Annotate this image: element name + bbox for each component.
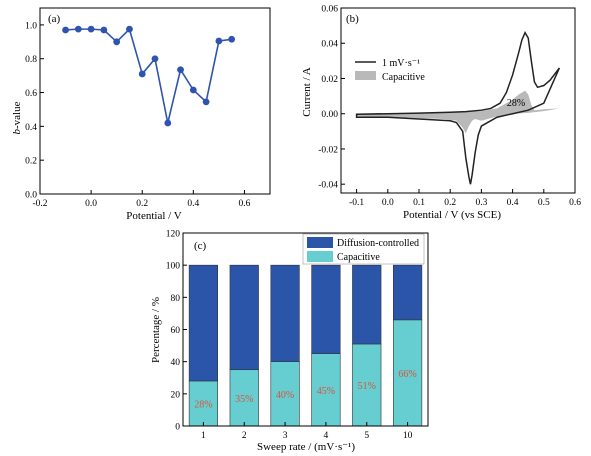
- panel-a: (a) b-value Potential / V -0.2 0.0 0.2 0.4 0…: [11, 7, 271, 222]
- legend-capacitive-swatch-c: [307, 251, 333, 262]
- panel-a-ylabel-italic: b: [11, 128, 23, 134]
- panel-a-xtick-label: 0.2: [136, 199, 148, 209]
- panel-c-xtick-label: 5: [364, 431, 369, 441]
- panel-a-xtick-label: -0.2: [32, 199, 47, 209]
- panel-b-xtick-label: 0.1: [413, 198, 425, 208]
- bar-capacitive: [311, 353, 341, 427]
- bar-capacitive: [270, 361, 300, 427]
- legend-diffusion-label: Diffusion-controlled: [337, 238, 419, 249]
- panel-c-ytick-label: 80: [171, 294, 181, 304]
- panel-a-ytick-label: 0.2: [25, 157, 37, 167]
- panel-a-data-point: [74, 25, 82, 33]
- legend-capacitive-label: Capacitive: [382, 72, 425, 83]
- panel-c-xtick-label: 4: [324, 431, 329, 441]
- panel-a-data-point: [228, 35, 236, 43]
- panel-a-xlabel: Potential / V: [126, 210, 181, 222]
- panel-b-xtick-label: 0.3: [475, 198, 487, 208]
- panel-b-xtick-label: 0.6: [569, 198, 581, 208]
- panel-a-data-point: [126, 25, 133, 33]
- panel-c-xtick-label: 2: [242, 431, 247, 441]
- bar-diffusion: [311, 264, 341, 354]
- bar-capacitive: [392, 319, 423, 427]
- bar-diffusion: [270, 264, 300, 362]
- panel-c-ytick-label: 0: [175, 423, 180, 433]
- bar-data-label: 28%: [194, 399, 212, 410]
- panel-a-data-point: [164, 119, 172, 127]
- bar-capacitive: [352, 343, 382, 427]
- panel-b-xtick-label: 0.0: [382, 198, 394, 208]
- panel-c-ytick-label: 100: [166, 262, 181, 272]
- panel-a-data-point: [100, 26, 108, 34]
- panel-a-ytick-label: 0.8: [25, 55, 37, 65]
- panel-c-ytick-label: 60: [171, 326, 181, 336]
- bar-data-label: 35%: [235, 394, 253, 405]
- panel-c: (c) Percentage / % Sweep rate / (mV·s⁻¹)…: [150, 230, 429, 453]
- panel-a-ylabel-rest: -value: [11, 101, 23, 129]
- panel-a-ytick-label: 1.0: [25, 21, 37, 31]
- panel-c-label: (c): [194, 240, 207, 252]
- bar-capacitive: [188, 380, 219, 427]
- panel-c-ytick-label: 20: [171, 390, 181, 400]
- panel-a-data-point: [177, 66, 184, 74]
- bar-diffusion: [352, 264, 382, 345]
- legend-cv-label: 1 mV·s⁻¹: [382, 58, 420, 69]
- panel-a-xtick-label: 0.0: [85, 199, 97, 209]
- panel-c-ytick-label: 120: [166, 230, 181, 240]
- panel-b-ytick-label: 0.02: [321, 75, 338, 85]
- panel-a-series-line: [65, 27, 232, 124]
- panel-a-xtick-label: 0.6: [239, 199, 251, 209]
- panel-a-data-point: [62, 26, 69, 34]
- panel-a-data-point: [189, 86, 197, 94]
- panel-c-xtick-label: 10: [403, 431, 413, 441]
- bar-data-label: 51%: [358, 381, 376, 392]
- bar-diffusion: [392, 264, 423, 321]
- panel-a-ytick-label: 0.4: [25, 123, 37, 133]
- panel-a-data-point: [202, 98, 210, 106]
- panel-a-ylabel: b-value: [11, 101, 23, 134]
- legend-capacitive-label-c: Capacitive: [337, 252, 380, 263]
- panel-a-data-point: [215, 37, 223, 45]
- panel-b-plot-frame: [340, 7, 576, 194]
- panel-a-data-point: [151, 55, 159, 63]
- panel-a-plot-frame: [39, 7, 271, 195]
- panel-b-ytick-label: 0.00: [321, 110, 338, 120]
- panel-a-xtick-label: 0.4: [187, 199, 199, 209]
- bar-diffusion: [229, 264, 259, 371]
- panel-c-xtick-label: 3: [283, 431, 288, 441]
- panel-c-ytick-label: 40: [171, 358, 181, 368]
- panel-b-xlabel: Potential / V (vs SCE): [403, 209, 501, 221]
- panel-b-xtick-label: 0.2: [444, 198, 456, 208]
- panel-c-ylabel: Percentage / %: [150, 297, 162, 363]
- panel-b-xtick-label: 0.5: [538, 198, 550, 208]
- panel-b-ytick-label: 0.06: [321, 5, 338, 15]
- bar-diffusion: [188, 264, 219, 382]
- panel-a-ytick-label: 0.6: [25, 89, 37, 99]
- panel-b-xtick-label: 0.4: [507, 198, 519, 208]
- panel-b-label: (b): [346, 13, 359, 25]
- panel-a-data-point: [113, 38, 121, 46]
- panel-a-label: (a): [48, 13, 61, 25]
- panel-b-cv-curve: [355, 31, 561, 185]
- bar-capacitive: [229, 369, 259, 427]
- bar-data-label: 40%: [276, 390, 294, 401]
- panel-a-ytick-label: 0.0: [25, 191, 37, 201]
- panel-a-data-point: [87, 25, 95, 33]
- panel-b-ylabel: Current / A: [301, 67, 313, 117]
- legend-diffusion-swatch: [307, 237, 333, 248]
- panel-a-data-point: [138, 70, 146, 78]
- panel-b-annotation: 28%: [507, 98, 525, 109]
- panel-b-ytick-label: 0.04: [321, 40, 338, 50]
- panel-b-ytick-label: -0.02: [318, 145, 338, 155]
- bar-data-label: 66%: [398, 369, 416, 380]
- legend-capacitive-swatch: [355, 71, 376, 80]
- panel-b: (b) Current / A Potential / V (vs SCE) -…: [301, 5, 581, 222]
- panel-b-xtick-label: -0.1: [349, 198, 364, 208]
- panel-c-xtick-label: 1: [201, 431, 206, 441]
- panel-b-ytick-label: -0.04: [318, 181, 338, 191]
- panel-c-xlabel: Sweep rate / (mV·s⁻¹): [257, 441, 355, 453]
- bar-data-label: 45%: [317, 386, 335, 397]
